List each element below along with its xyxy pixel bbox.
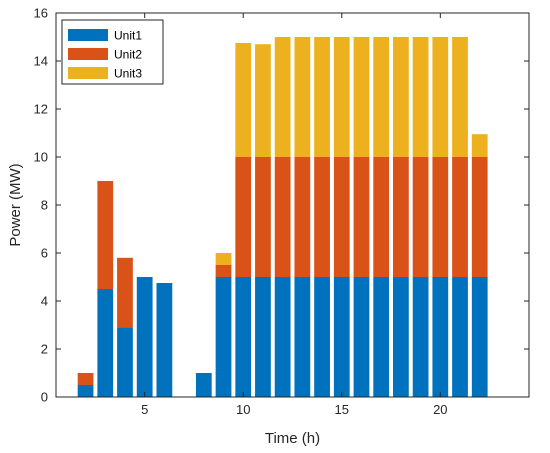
bar-unit3-t18: [393, 37, 409, 157]
bars-layer: [77, 37, 488, 397]
bar-unit1-t9: [215, 277, 232, 397]
legend-label-unit2: Unit2: [114, 48, 142, 62]
bar-unit1-t14: [314, 277, 330, 397]
y-tick-label: 10: [34, 150, 48, 165]
y-tick-label: 6: [41, 246, 48, 261]
legend-swatch-unit3: [68, 67, 108, 79]
legend-label-unit3: Unit3: [114, 67, 142, 81]
bar-unit2-t12: [274, 157, 291, 277]
y-tick-label: 12: [34, 102, 48, 117]
bar-unit1-t6: [156, 283, 173, 397]
bar-unit2-t22: [471, 157, 488, 277]
bar-unit3-t12: [274, 37, 291, 157]
bar-unit1-t19: [412, 277, 429, 397]
bar-unit1-t16: [353, 277, 370, 397]
ticks-layer: 0 2 4 6 8 10 12 14 16 5 10 15 20: [34, 6, 529, 417]
bar-unit1-t5: [136, 277, 153, 397]
bar-unit1-t22: [471, 277, 488, 397]
bar-unit2-t14: [314, 157, 330, 277]
bar-unit3-t19: [412, 37, 429, 157]
bar-unit3-t16: [353, 37, 370, 157]
bar-unit3-t20: [432, 37, 449, 157]
bar-unit3-t14: [314, 37, 330, 157]
bar-unit1-t18: [393, 277, 409, 397]
bar-unit2-t15: [333, 157, 350, 277]
legend-swatch-unit1: [68, 29, 108, 41]
bar-unit3-t15: [333, 37, 350, 157]
legend-swatch-unit2: [68, 48, 108, 60]
bar-unit1-t3: [97, 289, 114, 397]
y-tick-label: 0: [41, 390, 48, 405]
bar-unit1-t21: [452, 277, 468, 397]
bar-unit1-t17: [373, 277, 390, 397]
bar-unit2-t20: [432, 157, 449, 277]
bar-unit2-t16: [353, 157, 370, 277]
bar-unit2-t13: [294, 157, 311, 277]
bar-unit2-t3: [97, 181, 114, 289]
y-tick-label: 16: [34, 6, 48, 21]
bar-unit2-t17: [373, 157, 390, 277]
bar-unit1-t20: [432, 277, 449, 397]
x-tick-label: 15: [335, 402, 349, 417]
bar-unit1-t12: [274, 277, 291, 397]
bar-unit2-t18: [393, 157, 409, 277]
bar-unit3-t22: [471, 134, 488, 157]
bar-unit2-t9: [215, 265, 232, 277]
bar-unit3-t21: [452, 37, 468, 157]
bar-unit2-t10: [235, 157, 252, 277]
bar-unit1-t4: [117, 327, 133, 397]
bar-unit2-t19: [412, 157, 429, 277]
y-tick-label: 2: [41, 342, 48, 357]
bar-unit2-t4: [117, 257, 133, 328]
x-tick-label: 10: [236, 402, 250, 417]
x-tick-label: 20: [433, 402, 447, 417]
bar-unit1-t15: [333, 277, 350, 397]
bar-unit2-t21: [452, 157, 468, 277]
y-tick-label: 14: [34, 54, 48, 69]
legend-label-unit1: Unit1: [114, 29, 142, 43]
bar-unit1-t8: [195, 373, 212, 397]
bar-unit1-t11: [255, 277, 271, 397]
bar-unit3-t17: [373, 37, 390, 157]
bar-unit1-t13: [294, 277, 311, 397]
bar-unit3-t11: [255, 44, 271, 158]
x-axis-label: Time (h): [265, 430, 320, 447]
bar-unit2-t2: [77, 373, 94, 385]
bar-unit1-t2: [77, 385, 94, 397]
bar-unit1-t10: [235, 277, 252, 397]
legend: Unit1 Unit2 Unit3: [61, 19, 164, 85]
bar-unit3-t10: [235, 43, 252, 157]
bar-unit2-t11: [255, 157, 271, 277]
y-tick-label: 4: [41, 294, 48, 309]
y-axis-label: Power (MW): [7, 163, 24, 246]
bar-unit3-t13: [294, 37, 311, 157]
y-tick-label: 8: [41, 198, 48, 213]
x-tick-label: 5: [141, 402, 148, 417]
bar-unit3-t9: [215, 253, 232, 265]
